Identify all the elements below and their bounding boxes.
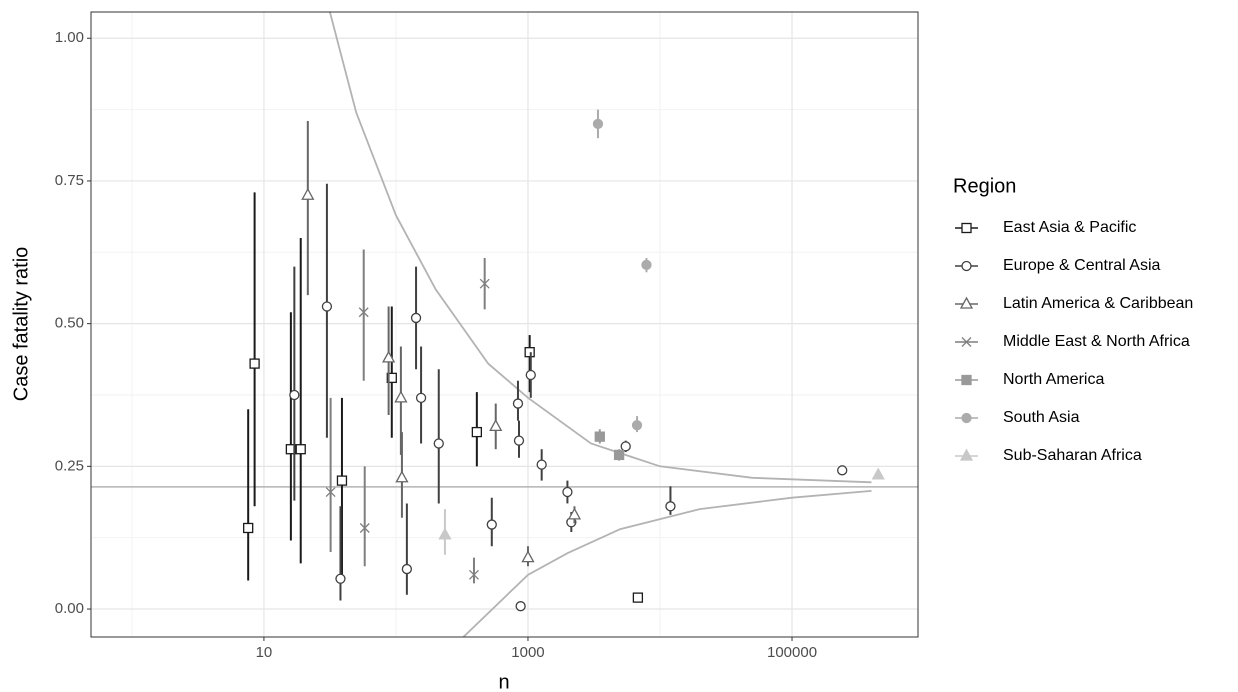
x-tick-label: 1000 bbox=[511, 644, 544, 661]
point bbox=[567, 507, 582, 520]
point bbox=[394, 390, 408, 403]
point bbox=[521, 550, 535, 563]
panel-border bbox=[90, 11, 919, 638]
point bbox=[871, 467, 885, 480]
point bbox=[321, 301, 333, 312]
y-tick-label: 0.50 bbox=[55, 315, 84, 332]
legend-text: Sub-Saharan Africa bbox=[1003, 447, 1142, 464]
point bbox=[513, 435, 525, 446]
point bbox=[295, 444, 306, 455]
point bbox=[631, 420, 643, 431]
legend-title: Region bbox=[953, 175, 1016, 197]
legend-text: East Asia & Pacific bbox=[1003, 219, 1136, 236]
funnel-upper bbox=[329, 12, 872, 484]
point bbox=[524, 347, 535, 358]
axes: 10 1000 100000 0.00 0.25 0.50 0.75 1.00 bbox=[55, 29, 817, 661]
point bbox=[594, 431, 605, 442]
point bbox=[289, 389, 300, 401]
funnel-lower bbox=[462, 490, 872, 637]
point bbox=[512, 398, 524, 409]
point bbox=[410, 312, 422, 324]
grid bbox=[91, 12, 918, 637]
point bbox=[386, 372, 397, 384]
point bbox=[536, 459, 547, 470]
panel-background bbox=[91, 12, 918, 637]
point bbox=[471, 426, 482, 438]
point bbox=[438, 527, 452, 540]
legend-text: Europe & Central Asia bbox=[1003, 257, 1161, 274]
point bbox=[243, 522, 254, 534]
legend-key-symbol bbox=[961, 222, 972, 234]
point bbox=[525, 369, 536, 381]
point bbox=[359, 523, 370, 533]
legend-text: Middle East & North Africa bbox=[1003, 333, 1190, 350]
point bbox=[632, 592, 644, 603]
point bbox=[433, 438, 444, 449]
legend-key-symbol bbox=[961, 337, 972, 347]
y-tick-label: 1.00 bbox=[55, 29, 84, 46]
point bbox=[613, 449, 625, 461]
point bbox=[358, 307, 369, 318]
x-tick-label: 100000 bbox=[767, 644, 817, 661]
legend-text: Latin America & Caribbean bbox=[1003, 295, 1193, 312]
legend-key-symbol bbox=[959, 448, 974, 461]
point bbox=[479, 278, 490, 289]
point bbox=[249, 358, 260, 369]
point bbox=[335, 573, 346, 584]
legend-key-symbol bbox=[961, 260, 972, 272]
point bbox=[382, 350, 396, 363]
y-tick-label: 0.00 bbox=[55, 600, 84, 617]
point bbox=[620, 441, 631, 452]
point bbox=[301, 187, 315, 200]
point bbox=[641, 259, 652, 271]
point bbox=[489, 419, 503, 432]
legend-key-symbol bbox=[961, 374, 972, 386]
legend-key-symbol bbox=[959, 296, 974, 309]
point bbox=[415, 392, 427, 403]
point bbox=[469, 569, 479, 580]
point bbox=[665, 501, 676, 512]
point bbox=[592, 118, 604, 130]
legend-key-symbol bbox=[961, 412, 972, 424]
point bbox=[336, 475, 348, 486]
legend-text: North America bbox=[1003, 371, 1104, 388]
y-axis-title: Case fatality ratio bbox=[10, 247, 32, 402]
legend: East Asia & Pacific Europe & Central Asia… bbox=[955, 219, 1193, 464]
point bbox=[285, 444, 297, 455]
legend-text: South Asia bbox=[1003, 409, 1080, 426]
point bbox=[562, 486, 573, 498]
point bbox=[837, 465, 848, 476]
point bbox=[325, 487, 336, 497]
y-tick-label: 0.25 bbox=[55, 457, 84, 474]
point bbox=[401, 563, 413, 575]
point bbox=[515, 601, 526, 612]
y-tick-label: 0.75 bbox=[55, 172, 84, 189]
x-axis-title: n bbox=[498, 671, 509, 692]
point bbox=[395, 470, 409, 483]
plot-area bbox=[91, 12, 918, 637]
x-tick-label: 10 bbox=[256, 644, 273, 661]
point bbox=[486, 519, 497, 530]
